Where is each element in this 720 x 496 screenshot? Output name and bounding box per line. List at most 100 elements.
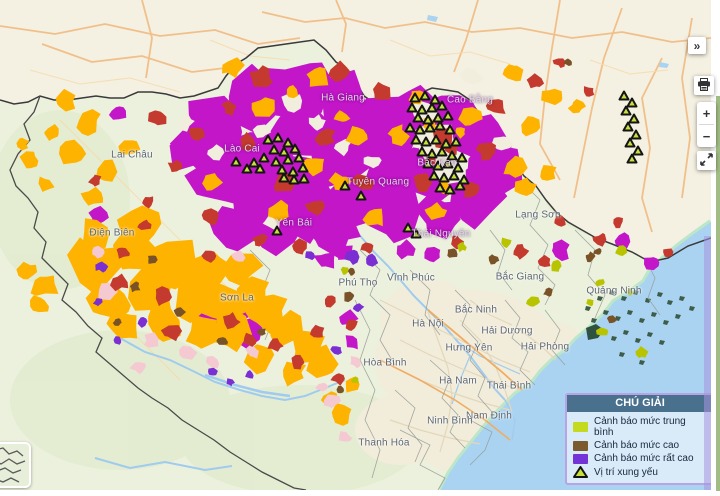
critical-point-marker[interactable] [412,112,424,123]
overview-inset-canvas [0,444,29,486]
critical-point-marker[interactable] [622,121,634,132]
critical-point-marker[interactable] [426,102,438,113]
map-viewport[interactable]: Lai Châu Điện Biên Sơn La Lào Cai Yên Bái Hà … [0,0,711,490]
critical-point-marker[interactable] [230,156,242,167]
critical-point-marker[interactable] [426,148,438,159]
critical-point-marker[interactable] [293,152,305,163]
critical-point-marker[interactable] [282,137,294,148]
critical-point-marker[interactable] [444,124,456,135]
overview-inset-map[interactable] [0,442,31,488]
critical-point-marker[interactable] [430,134,442,145]
critical-point-marker[interactable] [419,90,431,101]
critical-point-marker[interactable] [450,136,462,147]
critical-point-marker[interactable] [442,158,454,169]
warning-patch [44,124,59,141]
critical-point-marker[interactable] [452,162,464,173]
critical-point-marker[interactable] [416,146,428,157]
critical-point-marker[interactable] [339,180,351,191]
critical-point-marker[interactable] [424,122,436,133]
critical-point-marker[interactable] [446,150,458,161]
critical-point-marker[interactable] [282,154,294,165]
warning-patch [458,107,483,126]
critical-point-marker[interactable] [624,137,636,148]
critical-point-marker[interactable] [410,228,422,239]
warning-patch [344,249,360,265]
critical-point-marker[interactable] [420,136,432,147]
critical-point-marker[interactable] [432,112,444,123]
critical-point-marker[interactable] [241,163,253,174]
warning-patch [350,376,359,384]
critical-point-marker[interactable] [416,104,428,115]
critical-point-marker[interactable] [288,174,300,185]
critical-point-marker[interactable] [270,156,282,167]
critical-point-marker[interactable] [434,120,446,131]
critical-point-marker[interactable] [298,173,310,184]
zoom-out-button[interactable]: − [697,125,716,147]
warning-patch [488,254,500,265]
critical-point-marker[interactable] [436,100,448,111]
critical-point-marker[interactable] [406,102,418,113]
critical-point-marker[interactable] [444,184,456,195]
critical-point-marker[interactable] [404,122,416,133]
critical-point-marker[interactable] [268,144,280,155]
critical-point-marker[interactable] [428,170,440,181]
warning-patch [366,253,379,267]
warning-patch [360,242,374,254]
critical-point-marker[interactable] [254,163,266,174]
critical-point-marker[interactable] [248,157,260,168]
collapse-panel-button[interactable]: » [688,37,706,54]
critical-point-marker[interactable] [456,152,468,163]
critical-point-marker[interactable] [440,138,452,149]
critical-point-marker[interactable] [626,97,638,108]
warning-patch [38,176,55,192]
zoom-in-button[interactable]: + [697,102,716,124]
warning-patch [350,356,361,369]
warning-patch [92,245,105,259]
warning-patch [257,328,266,336]
fullscreen-button[interactable] [697,151,716,170]
critical-point-marker[interactable] [272,132,284,143]
critical-point-marker[interactable] [438,172,450,183]
critical-point-marker[interactable] [410,134,422,145]
warning-patch [201,208,219,226]
critical-point-marker[interactable] [632,145,644,156]
critical-point-marker[interactable] [458,174,470,185]
critical-point-marker[interactable] [436,146,448,157]
critical-point-marker[interactable] [422,114,434,125]
critical-point-marker[interactable] [429,94,441,105]
critical-point-marker[interactable] [422,158,434,169]
critical-point-marker[interactable] [432,160,444,171]
critical-point-marker[interactable] [620,105,632,116]
critical-point-marker[interactable] [626,153,638,164]
warning-patch [338,431,353,442]
critical-point-marker[interactable] [271,225,283,236]
critical-point-marker[interactable] [434,182,446,193]
critical-point-marker[interactable] [355,190,367,201]
critical-point-marker[interactable] [454,180,466,191]
critical-point-marker[interactable] [276,164,288,175]
warning-patch [313,252,335,269]
warning-patch [291,354,305,370]
zoom-controls: + − [697,102,716,147]
critical-point-marker[interactable] [402,222,414,233]
critical-point-marker[interactable] [278,146,290,157]
critical-point-marker[interactable] [258,152,270,163]
critical-point-marker[interactable] [289,143,301,154]
critical-point-marker[interactable] [409,92,421,103]
print-button[interactable] [694,76,714,95]
critical-point-marker[interactable] [618,90,630,101]
warning-patch [613,217,623,229]
critical-point-marker[interactable] [448,170,460,181]
critical-point-marker[interactable] [442,110,454,121]
warning-patch [614,232,631,252]
warning-patch [251,97,275,117]
critical-point-marker[interactable] [630,129,642,140]
critical-point-marker[interactable] [278,172,290,183]
critical-point-marker[interactable] [628,113,640,124]
critical-point-marker[interactable] [414,124,426,135]
critical-point-marker[interactable] [262,134,274,145]
critical-point-marker[interactable] [297,162,309,173]
map-canvas[interactable] [0,0,711,490]
warning-patch [663,248,674,258]
warning-patch [85,281,131,319]
